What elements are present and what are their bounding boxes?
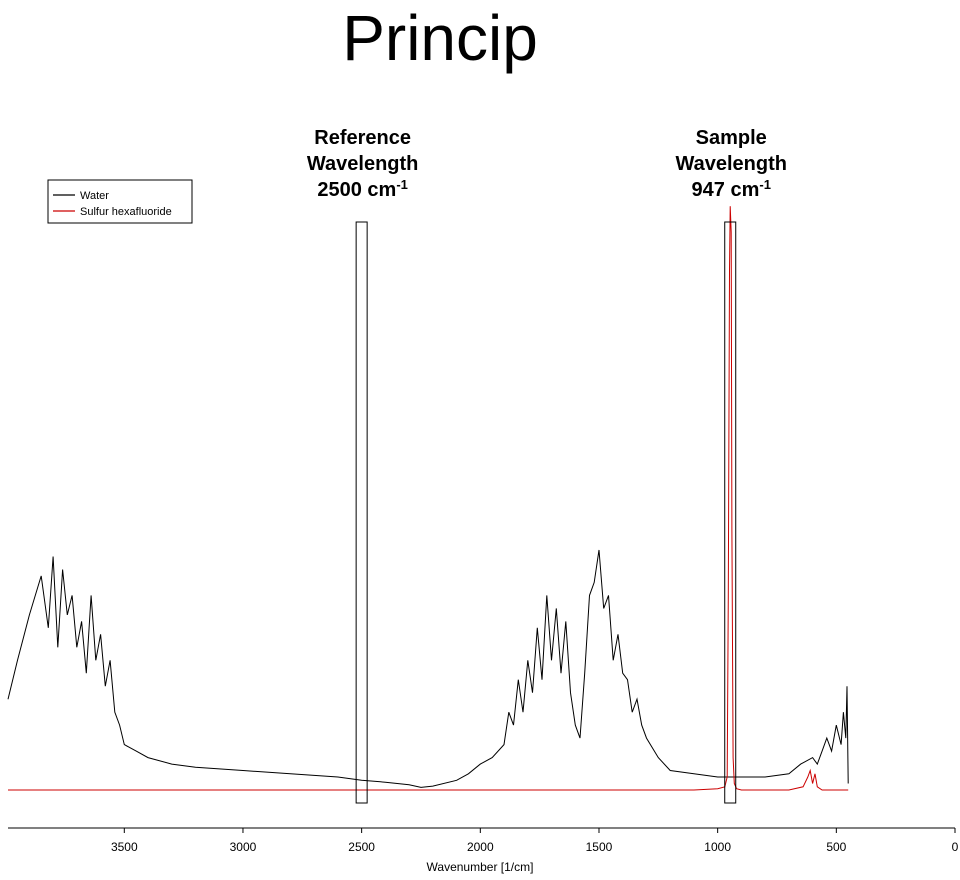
annotation-heading-1-0: Sample [696,127,767,149]
x-axis-label: Wavenumber [1/cm] [427,860,534,874]
annotation-heading-0-1: Wavelength [307,153,419,175]
annotation-heading-1-1: Wavelength [675,153,787,175]
x-tick-label-1: 3000 [230,840,257,854]
annotation-value-1: 947 cm-1 [692,177,771,201]
wavelength-window-0 [355,221,368,804]
x-tick-label-5: 1000 [704,840,731,854]
x-tick-label-6: 500 [826,840,846,854]
annotation-heading-0-0: Reference [314,127,411,149]
x-axis-ticks: 3500 3000 2500 2000 1500 1000 500 0 [111,828,959,854]
series-line-0 [7,549,849,788]
x-tick-label-3: 2000 [467,840,494,854]
x-tick-label-0: 3500 [111,840,138,854]
series-line-1 [8,206,849,791]
annotation-value-0: 2500 cm-1 [317,177,408,201]
x-tick-label-4: 1500 [586,840,613,854]
plot-area [7,206,849,791]
x-tick-label-7: 0 [952,840,959,854]
legend-label-0: Water [80,190,109,202]
x-tick-label-2: 2500 [348,840,375,854]
legend: Water Sulfur hexafluoride [47,179,193,224]
slide-title: Princip [342,2,538,74]
legend-box [47,179,193,224]
legend-label-1: Sulfur hexafluoride [80,206,172,218]
wavelength-window-1 [724,221,737,804]
